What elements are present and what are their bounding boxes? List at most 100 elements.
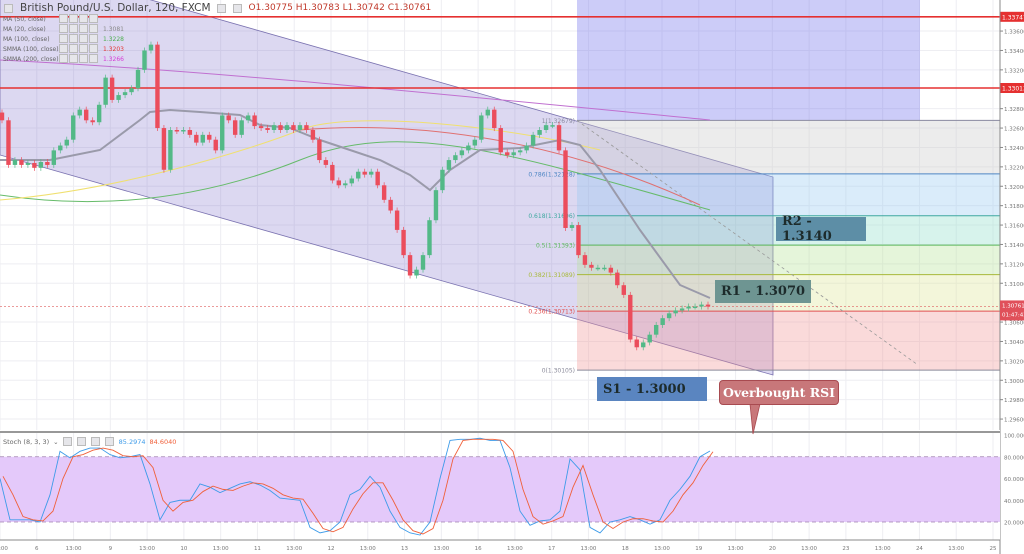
candle (679, 308, 685, 311)
settings-icon[interactable] (59, 44, 68, 53)
candle (550, 125, 555, 127)
time-label: 13 (401, 546, 408, 552)
indicator-legend[interactable]: SMMA (200, close) 1.3266 (3, 54, 124, 65)
candle (466, 145, 471, 151)
stoch-more-icon[interactable] (90, 437, 100, 446)
settings-icon[interactable] (59, 54, 68, 63)
candle (19, 160, 24, 165)
price-tag (1000, 11, 1024, 22)
candle (245, 115, 251, 121)
candle (692, 306, 698, 309)
remove-icon[interactable] (89, 14, 98, 23)
candle (252, 115, 257, 127)
price-tick-label: 1.30600 (1004, 321, 1024, 327)
hide-icon[interactable] (69, 34, 78, 43)
open-value: O1.30775 (248, 3, 293, 13)
candle (653, 324, 659, 335)
indicator-legend[interactable]: MA (100, close) 1.3228 (3, 34, 124, 45)
countdown-label: 01:47:43 (1002, 312, 1024, 318)
fib-trend-line (576, 120, 919, 366)
time-label: 16 (475, 546, 482, 552)
time-label: 13:00 (507, 546, 523, 552)
candle (38, 162, 44, 168)
fib-level-label: 0(1.30105) (542, 368, 575, 375)
indicator-legend[interactable]: MA (50, close) (3, 14, 103, 25)
low-value: L1.30742 (342, 3, 385, 13)
candle (187, 130, 193, 135)
more-icon[interactable] (79, 44, 88, 53)
stoch-settings-icon[interactable] (62, 437, 72, 446)
candle (446, 160, 452, 170)
indicator-label: SMMA (100, close) (3, 46, 59, 53)
stoch-band (0, 456, 1000, 522)
indicator-label: MA (50, close) (3, 16, 46, 23)
candle (479, 115, 484, 140)
time-label: 13:00 (0, 546, 8, 552)
ma-20-line (0, 108, 711, 299)
candle (349, 178, 354, 184)
candle (686, 306, 691, 309)
candle (142, 50, 147, 70)
price-tick-label: 1.32600 (1004, 127, 1024, 133)
candle (336, 180, 342, 186)
fib-level-label: 0.618(1.31696) (528, 213, 575, 220)
hide-icon[interactable] (69, 44, 78, 53)
ma-100-line (0, 141, 711, 211)
candle (148, 44, 154, 51)
remove-icon[interactable] (89, 44, 98, 53)
candle (543, 125, 549, 131)
candle (51, 150, 57, 165)
settings-icon[interactable] (59, 24, 68, 33)
price-tick-label: 1.30000 (1004, 379, 1024, 385)
hide-icon[interactable] (69, 14, 78, 23)
time-label: 19 (695, 546, 702, 552)
indicator-value: 1.3266 (103, 56, 124, 63)
candle (634, 339, 639, 348)
r2-annotation: R2 - 1.3140 (776, 214, 866, 244)
candle (323, 160, 329, 165)
fib-zone (577, 120, 1000, 174)
stoch-remove-icon[interactable] (104, 437, 114, 446)
smma-100-line (299, 127, 701, 206)
collapse-icon[interactable] (4, 3, 13, 13)
hide-icon[interactable] (69, 24, 78, 33)
candle (368, 171, 374, 175)
stoch-d-value: 84.6040 (149, 437, 177, 446)
settings-icon[interactable] (59, 14, 68, 23)
settings-icon[interactable] (59, 34, 68, 43)
time-label: 25 (990, 546, 997, 552)
remove-icon[interactable] (89, 24, 98, 33)
indicator-legend[interactable]: MA (20, close) 1.3081 (3, 24, 124, 35)
candle (278, 125, 283, 131)
indicator-legend[interactable]: SMMA (100, close) 1.3203 (3, 44, 124, 55)
candle (492, 109, 497, 129)
candle (71, 115, 76, 140)
candle (174, 130, 180, 132)
price-tick-label: 1.32000 (1004, 185, 1024, 191)
candle (6, 120, 11, 165)
candle (388, 199, 393, 211)
candle (440, 169, 445, 191)
more-icon[interactable] (79, 24, 88, 33)
candle (116, 95, 121, 100)
remove-icon[interactable] (89, 54, 98, 63)
candle (511, 152, 516, 156)
hide-icon[interactable] (69, 54, 78, 63)
candle (297, 125, 303, 131)
price-tick-label: 1.32400 (1004, 146, 1024, 152)
candle (563, 150, 568, 228)
settings-icon[interactable] (216, 3, 226, 13)
indicator-value: 1.3228 (103, 36, 124, 43)
more-icon[interactable] (79, 54, 88, 63)
indicator-value: 1.3081 (103, 26, 124, 33)
stoch-k-line (0, 437, 711, 536)
hide-icon[interactable] (232, 3, 242, 13)
stoch-hide-icon[interactable] (76, 437, 86, 446)
more-icon[interactable] (79, 34, 88, 43)
remove-icon[interactable] (89, 34, 98, 43)
time-label: 13:00 (801, 546, 817, 552)
more-icon[interactable] (79, 14, 88, 23)
candle (582, 255, 588, 265)
